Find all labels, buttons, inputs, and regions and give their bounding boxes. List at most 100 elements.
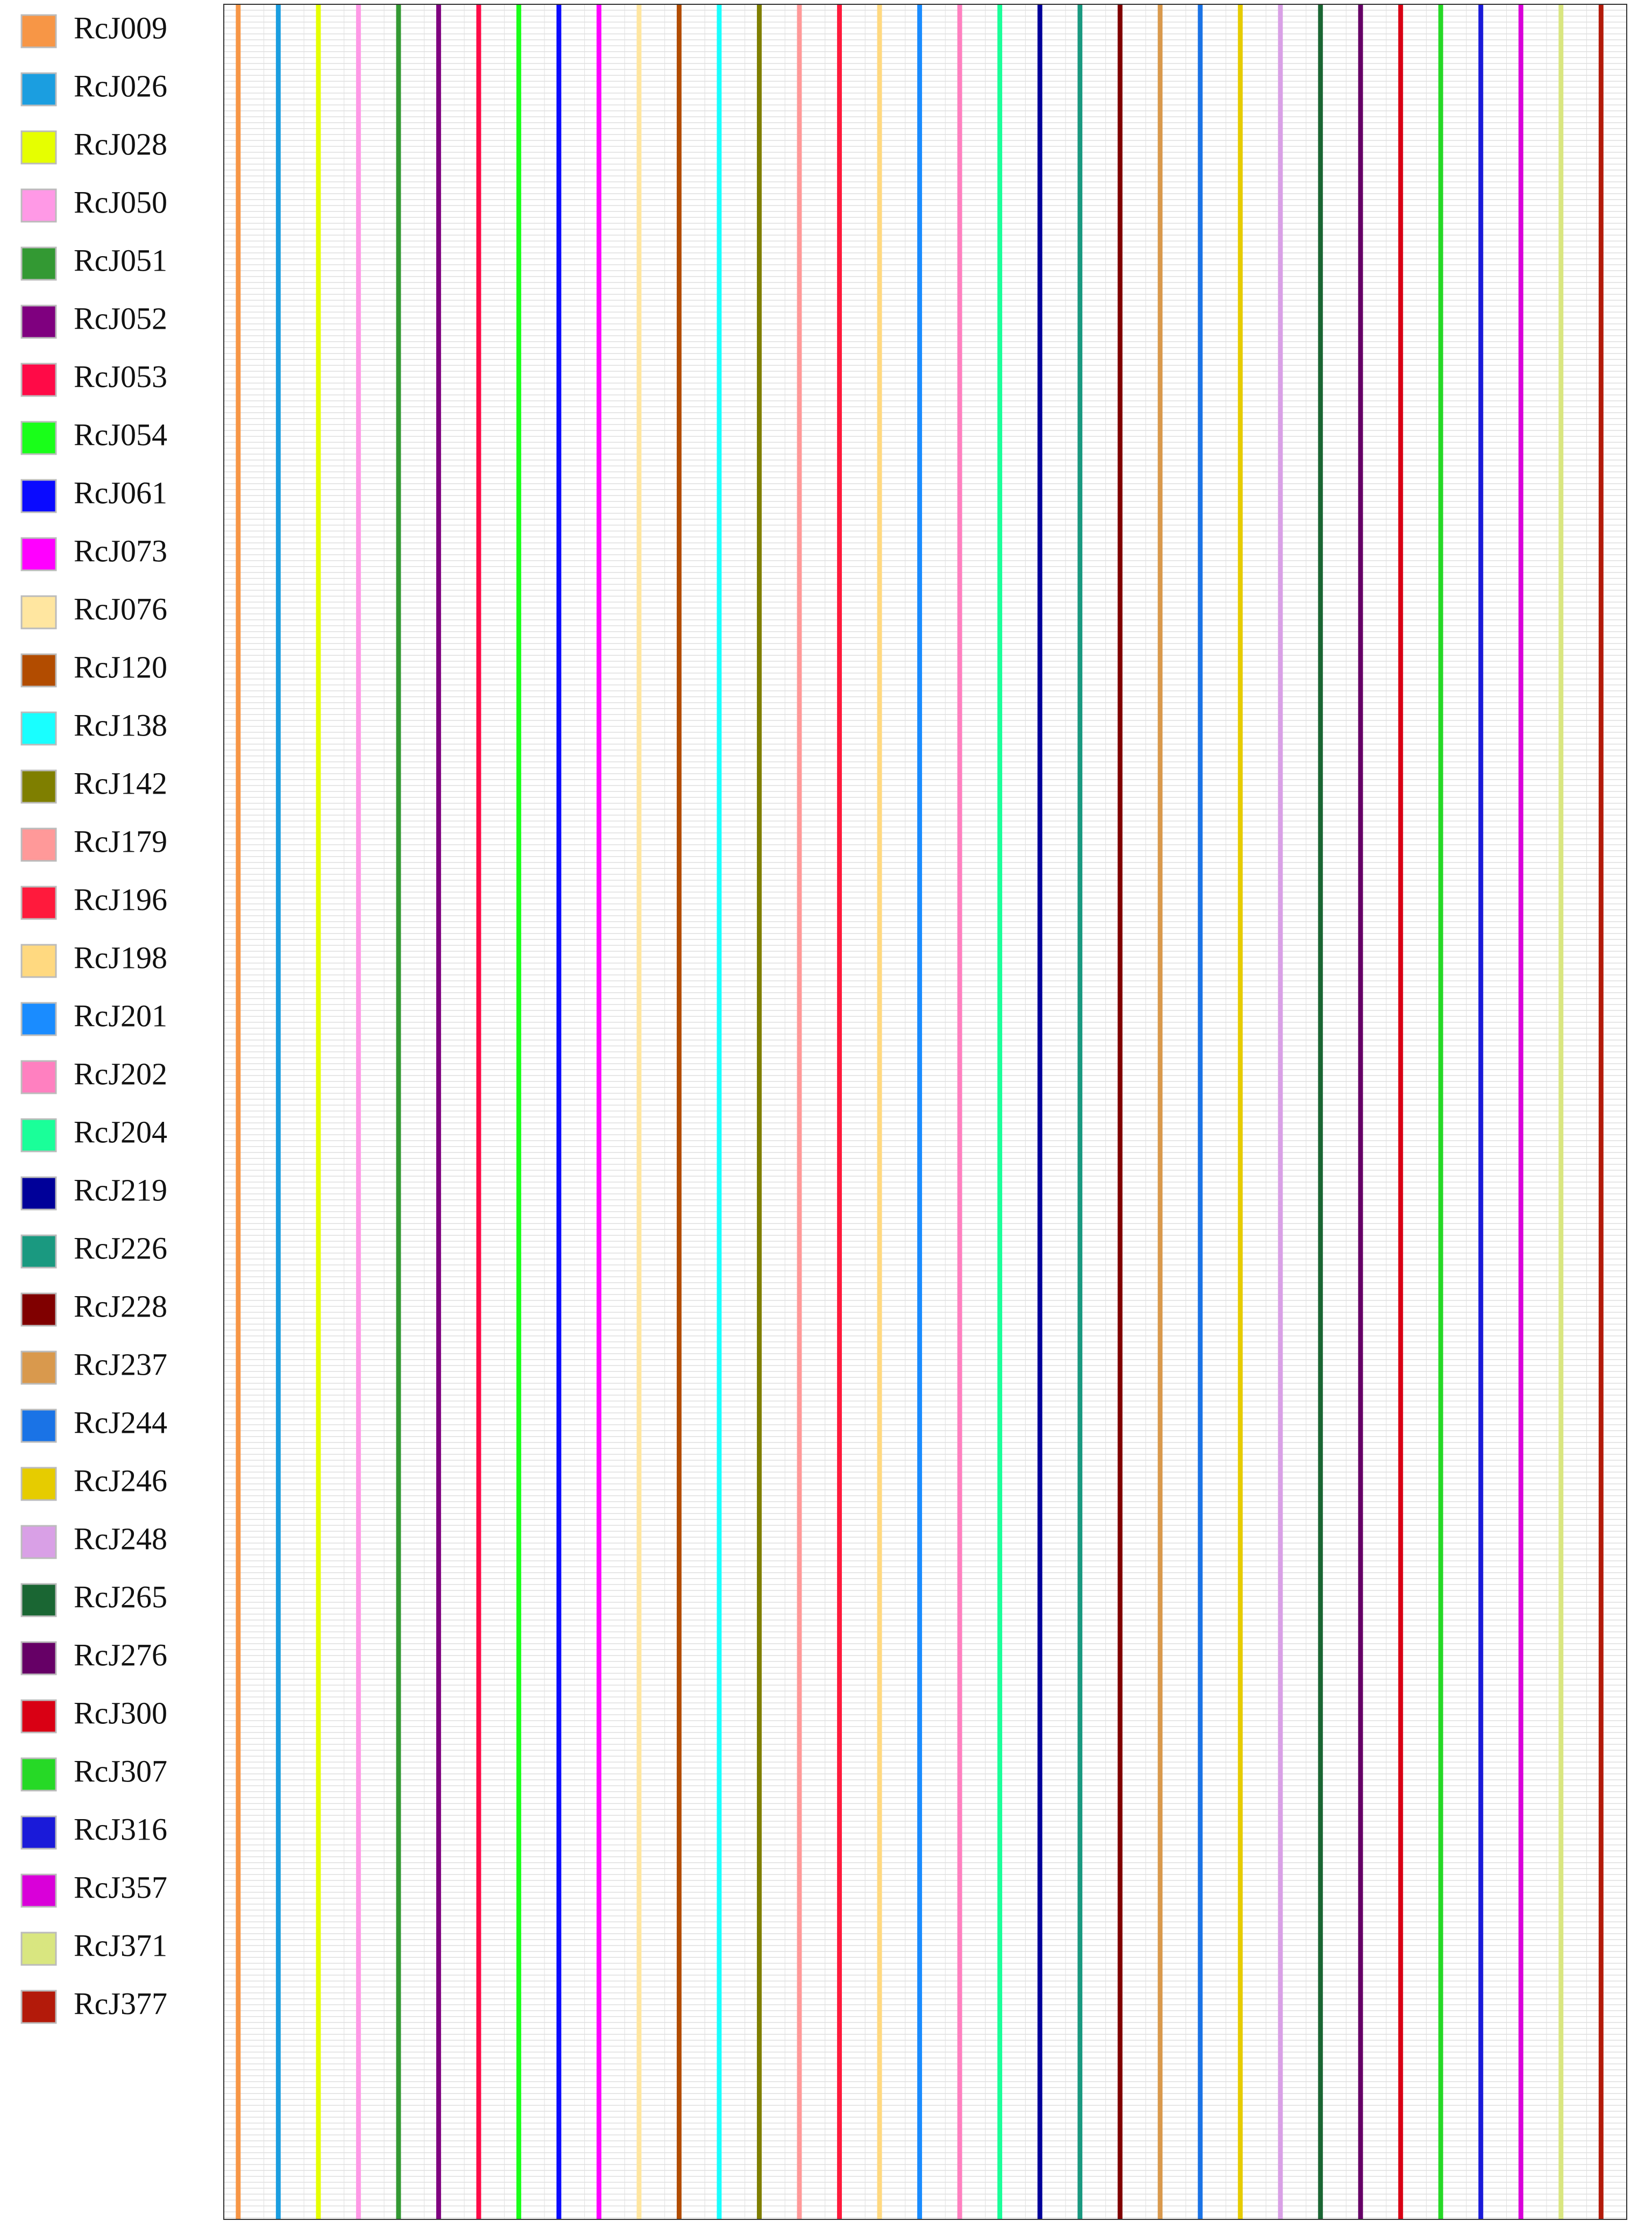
legend: RcJ009 RcJ026 RcJ028 RcJ050 RcJ051 RcJ052 RcJ0… <box>20 10 167 2024</box>
legend-label: RcJ073 <box>74 533 167 568</box>
strain-column <box>1158 4 1163 2219</box>
legend-swatch <box>20 537 57 571</box>
strain-column <box>757 4 762 2219</box>
legend-label: RcJ054 <box>74 417 167 452</box>
strain-column <box>1037 4 1043 2219</box>
strain-column <box>275 4 281 2219</box>
legend-swatch <box>20 1932 57 1966</box>
strain-column <box>636 4 642 2219</box>
legend-label: RcJ316 <box>74 1812 167 1847</box>
strain-column <box>797 4 802 2219</box>
legend-swatch <box>20 1409 57 1443</box>
strain-column <box>1077 4 1083 2219</box>
legend-swatch <box>20 1815 57 1850</box>
strain-column <box>1318 4 1323 2219</box>
strain-column <box>1518 4 1523 2219</box>
legend-swatch <box>20 1467 57 1501</box>
legend-label: RcJ228 <box>74 1289 167 1324</box>
matrix-frame <box>223 4 1627 2220</box>
legend-swatch <box>20 188 57 223</box>
strain-column <box>1117 4 1123 2219</box>
legend-swatch <box>20 1583 57 1617</box>
legend-swatch <box>20 14 57 48</box>
legend-swatch <box>20 1757 57 1792</box>
legend-label: RcJ061 <box>74 475 167 510</box>
legend-label: RcJ371 <box>74 1928 167 1963</box>
strain-column <box>1238 4 1243 2219</box>
legend-swatch <box>20 1118 57 1152</box>
strain-column <box>396 4 401 2219</box>
legend-swatch <box>20 1234 57 1269</box>
legend-swatch <box>20 1525 57 1559</box>
legend-label: RcJ300 <box>74 1695 167 1730</box>
legend-swatch <box>20 827 57 862</box>
legend-label: RcJ248 <box>74 1521 167 1556</box>
legend-label: RcJ076 <box>74 591 167 626</box>
legend-swatch <box>20 1176 57 1211</box>
legend-label: RcJ120 <box>74 649 167 684</box>
legend-swatch <box>20 711 57 746</box>
strain-column <box>1558 4 1564 2219</box>
legend-label: RcJ237 <box>74 1347 167 1382</box>
legend-label: RcJ026 <box>74 68 167 103</box>
strain-column <box>556 4 562 2219</box>
legend-label: RcJ265 <box>74 1579 167 1614</box>
strain-column <box>1358 4 1363 2219</box>
strain-column <box>677 4 682 2219</box>
legend-swatch <box>20 1002 57 1036</box>
legend-swatch <box>20 944 57 978</box>
legend-swatch <box>20 769 57 804</box>
legend-swatch <box>20 421 57 455</box>
legend-label: RcJ276 <box>74 1637 167 1672</box>
legend-label: RcJ052 <box>74 301 167 336</box>
strain-column <box>877 4 882 2219</box>
legend-swatch <box>20 130 57 165</box>
legend-swatch <box>20 479 57 513</box>
legend-label: RcJ142 <box>74 766 167 801</box>
strain-column <box>717 4 722 2219</box>
legend-label: RcJ204 <box>74 1114 167 1149</box>
legend-label: RcJ198 <box>74 940 167 975</box>
legend-label: RcJ202 <box>74 1056 167 1091</box>
legend-label: RcJ357 <box>74 1870 167 1905</box>
strain-column <box>1438 4 1443 2219</box>
matrix <box>223 4 1627 2219</box>
legend-label: RcJ377 <box>74 1986 167 2021</box>
legend-label: RcJ244 <box>74 1405 167 1440</box>
legend-label: RcJ226 <box>74 1230 167 1265</box>
legend-swatch <box>20 1350 57 1385</box>
strain-column <box>1398 4 1403 2219</box>
legend-label: RcJ219 <box>74 1172 167 1207</box>
strain-column <box>997 4 1003 2219</box>
strain-column <box>476 4 481 2219</box>
legend-swatch <box>20 1060 57 1094</box>
strain-column <box>917 4 923 2219</box>
legend-swatch <box>20 886 57 920</box>
strain-column <box>957 4 962 2219</box>
legend-swatch <box>20 246 57 281</box>
strain-column <box>837 4 842 2219</box>
legend-label: RcJ201 <box>74 998 167 1033</box>
legend-swatch <box>20 72 57 107</box>
strain-column <box>436 4 441 2219</box>
legend-swatch <box>20 1873 57 1908</box>
legend-label: RcJ028 <box>74 126 167 161</box>
legend-swatch <box>20 1699 57 1734</box>
strain-column <box>236 4 241 2219</box>
legend-label: RcJ246 <box>74 1463 167 1498</box>
legend-label: RcJ051 <box>74 243 167 278</box>
legend-swatch <box>20 595 57 630</box>
strain-column <box>596 4 601 2219</box>
strain-column <box>1478 4 1484 2219</box>
legend-swatch <box>20 1990 57 2024</box>
legend-label: RcJ179 <box>74 824 167 859</box>
legend-label: RcJ196 <box>74 882 167 917</box>
legend-swatch <box>20 305 57 339</box>
legend-label: RcJ307 <box>74 1753 167 1788</box>
legend-label: RcJ009 <box>74 10 167 45</box>
legend-label: RcJ138 <box>74 708 167 742</box>
strain-column <box>1197 4 1203 2219</box>
strain-column <box>1278 4 1283 2219</box>
